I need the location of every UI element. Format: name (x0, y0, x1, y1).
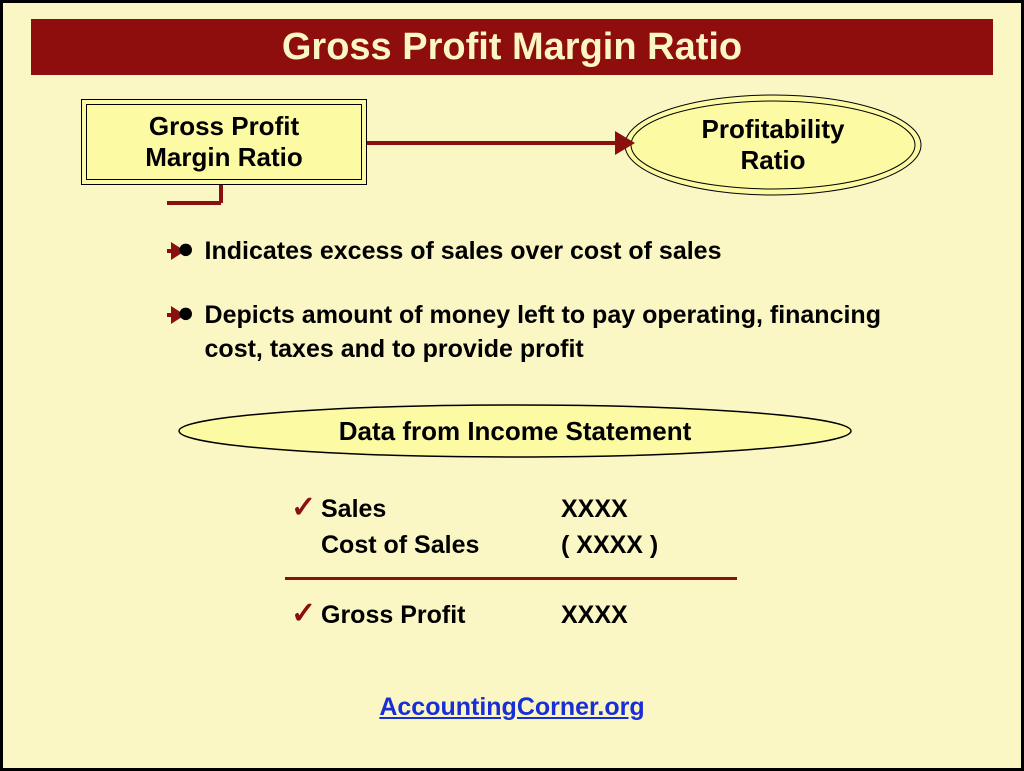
bullet-row-0: ● Indicates excess of sales over cost of… (177, 235, 721, 269)
main-arrow (367, 123, 635, 163)
income-statement-bottom: ✓ Gross Profit XXXX (291, 599, 711, 633)
main-arrow-svg (367, 123, 635, 163)
income-statement-top: ✓ Sales XXXX Cost of Sales ( XXXX ) (291, 493, 711, 563)
target-ellipse-label: Profitability Ratio (701, 114, 844, 176)
bullet-dot-icon: ● (177, 235, 195, 264)
bullet-text-0: Indicates excess of sales over cost of s… (205, 235, 722, 269)
source-box: Gross Profit Margin Ratio (81, 99, 367, 185)
diagram-frame: Gross Profit Margin Ratio Gross Profit M… (0, 0, 1024, 771)
footer-link[interactable]: AccountingCorner.org (3, 693, 1021, 722)
title-bar: Gross Profit Margin Ratio (31, 19, 993, 75)
check-icon: ✓ (291, 599, 321, 633)
stmt-row-1-value: ( XXXX ) (561, 529, 711, 563)
target-ellipse: Profitability Ratio (623, 93, 923, 197)
source-box-label: Gross Profit Margin Ratio (145, 111, 302, 173)
wide-ellipse-label: Data from Income Statement (339, 416, 692, 447)
stmt-row-1-label: Cost of Sales (321, 529, 561, 563)
footer-link-text: AccountingCorner.org (379, 693, 644, 721)
bullet-row-1: ● Depicts amount of money left to pay op… (177, 299, 917, 367)
wide-ellipse: Data from Income Statement (177, 403, 853, 459)
statement-divider (285, 577, 737, 580)
stmt-below-value: XXXX (561, 599, 711, 633)
stmt-row-0-value: XXXX (561, 493, 711, 527)
stmt-row-1-check (291, 529, 321, 563)
stmt-below-label: Gross Profit (321, 599, 561, 633)
stmt-row-0-label: Sales (321, 493, 561, 527)
source-box-inner: Gross Profit Margin Ratio (86, 104, 362, 180)
bullet-text-1: Depicts amount of money left to pay oper… (205, 299, 917, 367)
bullet-dot-icon: ● (177, 299, 195, 328)
title-text: Gross Profit Margin Ratio (282, 26, 742, 69)
check-icon: ✓ (291, 493, 321, 527)
